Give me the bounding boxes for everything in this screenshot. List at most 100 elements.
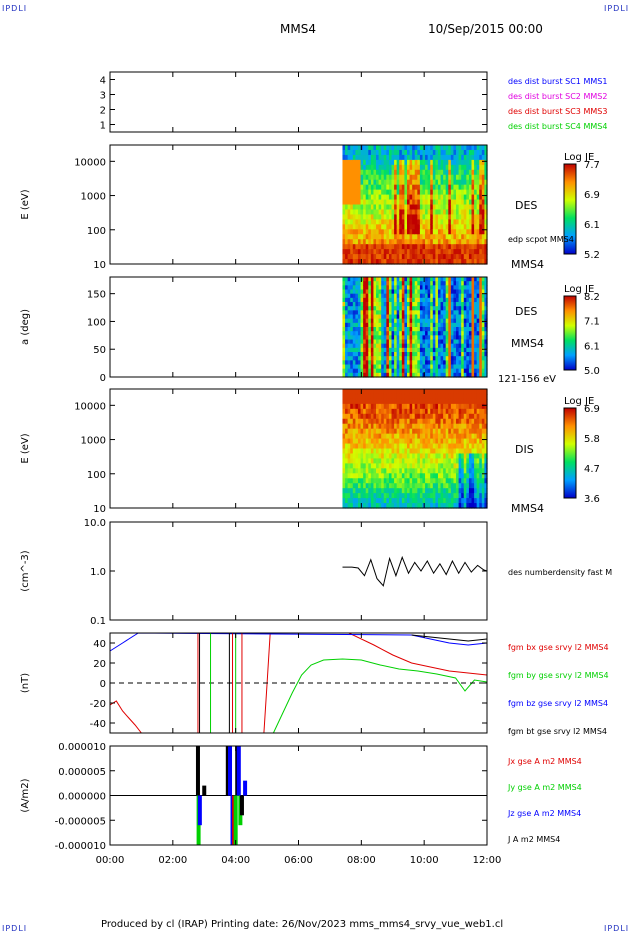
colorbar-tick-des_energy: 6.9 bbox=[584, 190, 600, 201]
colorbar-tick-des_energy: 7.7 bbox=[584, 160, 600, 171]
species-label-des_pitch: DES bbox=[515, 305, 537, 318]
ylabel-density: (cm^-3) bbox=[20, 550, 31, 591]
legend-entry-bfield: fgm bx gse srvy l2 MMS4 bbox=[508, 643, 609, 652]
heatmap-dis_energy bbox=[342, 389, 488, 509]
colorbar-tick-des_pitch: 5.0 bbox=[584, 366, 600, 377]
legend-entry-burst: des dist burst SC2 MMS2 bbox=[508, 92, 607, 101]
current-burst bbox=[236, 746, 241, 796]
series-line-density bbox=[342, 555, 488, 587]
ytick-label-current: -0.000005 bbox=[55, 816, 106, 827]
species-label-dis_energy: DIS bbox=[515, 443, 534, 456]
ytick-label-des_pitch: 100 bbox=[87, 317, 106, 328]
corner-label-bottom-right: IPDLI bbox=[604, 924, 630, 933]
colorbar-tick-dis_energy: 5.8 bbox=[584, 434, 600, 445]
current-burst bbox=[233, 795, 238, 845]
ytick-label-des_energy: 1000 bbox=[81, 192, 106, 203]
colorbar-des_energy bbox=[563, 163, 577, 255]
current-burst bbox=[228, 746, 233, 796]
series-line-bfield bbox=[411, 634, 488, 642]
ytick-label-des_energy: 10 bbox=[93, 260, 106, 271]
corner-label-bottom-left: IPDLI bbox=[2, 924, 28, 933]
ytick-label-dis_energy: 10000 bbox=[74, 401, 106, 412]
colorbar-title-des_pitch: Log JE bbox=[564, 284, 594, 295]
xtick-label-time: 00:00 bbox=[96, 855, 125, 866]
legend-entry-burst: des dist burst SC4 MMS4 bbox=[508, 122, 607, 131]
ytick-label-des_energy: 100 bbox=[87, 226, 106, 237]
spacecraft-label-des_pitch: MMS4 bbox=[511, 337, 544, 350]
legend-entry-current: Jz gse A m2 MMS4 bbox=[507, 809, 581, 818]
colorbar-tick-des_pitch: 8.2 bbox=[584, 292, 600, 303]
legend-entry-burst: des dist burst SC1 MMS1 bbox=[508, 77, 607, 86]
ytick-label-bfield: 0 bbox=[100, 679, 106, 690]
current-burst bbox=[202, 785, 207, 796]
current-burst bbox=[243, 780, 248, 796]
colorbar-tick-dis_energy: 4.7 bbox=[584, 464, 600, 475]
ytick-label-bfield: 20 bbox=[93, 659, 106, 670]
ylabel-bfield: (nT) bbox=[20, 673, 31, 693]
ytick-label-des_energy: 10000 bbox=[74, 157, 106, 168]
energy-range-label-des_pitch: 121-156 eV bbox=[498, 374, 556, 385]
xtick-label-time: 04:00 bbox=[221, 855, 250, 866]
ytick-label-dis_energy: 1000 bbox=[81, 436, 106, 447]
ytick-label-bfield: -20 bbox=[90, 699, 106, 710]
current-burst bbox=[225, 746, 230, 796]
current-burst bbox=[197, 795, 202, 826]
ytick-label-bfield: 40 bbox=[93, 639, 106, 650]
ytick-label-burst: 3 bbox=[100, 91, 106, 102]
legend-entry-bfield: fgm bz gse srvy l2 MMS4 bbox=[508, 699, 608, 708]
spacecraft-label-dis_energy: MMS4 bbox=[511, 502, 544, 515]
ytick-label-density: 10.0 bbox=[84, 518, 106, 529]
ytick-label-burst: 1 bbox=[100, 121, 106, 132]
colorbar-tick-dis_energy: 3.6 bbox=[584, 494, 600, 505]
legend-entry-burst: des dist burst SC3 MMS3 bbox=[508, 107, 607, 116]
heatmap-des_pitch bbox=[342, 277, 488, 378]
legend-entry-current: Jy gse A m2 MMS4 bbox=[507, 783, 582, 792]
colorbar-tick-des_pitch: 7.1 bbox=[584, 317, 600, 328]
legend-entry-bfield: fgm bt gse srvy l2 MMS4 bbox=[508, 727, 607, 736]
ytick-label-current: 0.000005 bbox=[58, 767, 106, 778]
corner-label-top-right: IPDLI bbox=[604, 4, 630, 13]
xtick-label-time: 02:00 bbox=[158, 855, 187, 866]
note-label-des_energy: edp scpot MMS4 bbox=[508, 235, 574, 244]
colorbar-dis_energy bbox=[563, 407, 577, 499]
ylabel-des_energy: E (eV) bbox=[20, 189, 31, 219]
corner-label-top-left: IPDLI bbox=[2, 4, 28, 13]
frame-burst bbox=[109, 71, 488, 133]
frame-density bbox=[109, 521, 488, 621]
xtick-label-time: 12:00 bbox=[473, 855, 502, 866]
ytick-label-des_pitch: 0 bbox=[100, 373, 106, 384]
ytick-label-des_pitch: 50 bbox=[93, 345, 106, 356]
ytick-label-burst: 2 bbox=[100, 106, 106, 117]
legend-entry-current: Jx gse A m2 MMS4 bbox=[507, 757, 582, 766]
species-label-des_energy: DES bbox=[515, 199, 537, 212]
colorbar-tick-des_energy: 6.1 bbox=[584, 220, 600, 231]
footer-credit: Produced by cl (IRAP) Printing date: 26/… bbox=[101, 919, 504, 930]
ylabel-current: (A/m2) bbox=[20, 778, 31, 812]
ytick-label-burst: 4 bbox=[100, 76, 106, 87]
ytick-label-bfield: -40 bbox=[90, 719, 106, 730]
colorbar-title-dis_energy: Log JE bbox=[564, 396, 594, 407]
ylabel-dis_energy: E (eV) bbox=[20, 433, 31, 463]
datetime-title: 10/Sep/2015 00:00 bbox=[428, 22, 543, 36]
ytick-label-current: 0.000010 bbox=[58, 742, 106, 753]
colorbar-tick-dis_energy: 6.9 bbox=[584, 404, 600, 415]
series-line-bfield bbox=[272, 658, 488, 734]
ytick-label-dis_energy: 100 bbox=[87, 470, 106, 481]
ytick-label-des_pitch: 150 bbox=[87, 290, 106, 301]
ytick-label-dis_energy: 10 bbox=[93, 504, 106, 515]
ytick-label-current: -0.000010 bbox=[55, 841, 106, 852]
heatmap-des_energy bbox=[342, 145, 488, 265]
legend-entry-bfield: fgm by gse srvy l2 MMS4 bbox=[508, 671, 609, 680]
spacecraft-title: MMS4 bbox=[280, 22, 316, 36]
ytick-label-density: 1.0 bbox=[90, 567, 106, 578]
ylabel-des_pitch: a (deg) bbox=[20, 309, 31, 345]
colorbar-tick-des_energy: 5.2 bbox=[584, 250, 600, 261]
ytick-label-density: 0.1 bbox=[90, 616, 106, 627]
legend-entry-density: des numberdensity fast M bbox=[508, 568, 612, 577]
current-burst bbox=[239, 795, 244, 816]
xtick-label-time: 08:00 bbox=[347, 855, 376, 866]
colorbar-des_pitch bbox=[563, 295, 577, 371]
xtick-label-time: 06:00 bbox=[284, 855, 313, 866]
ytick-label-current: 0.000000 bbox=[58, 792, 106, 803]
